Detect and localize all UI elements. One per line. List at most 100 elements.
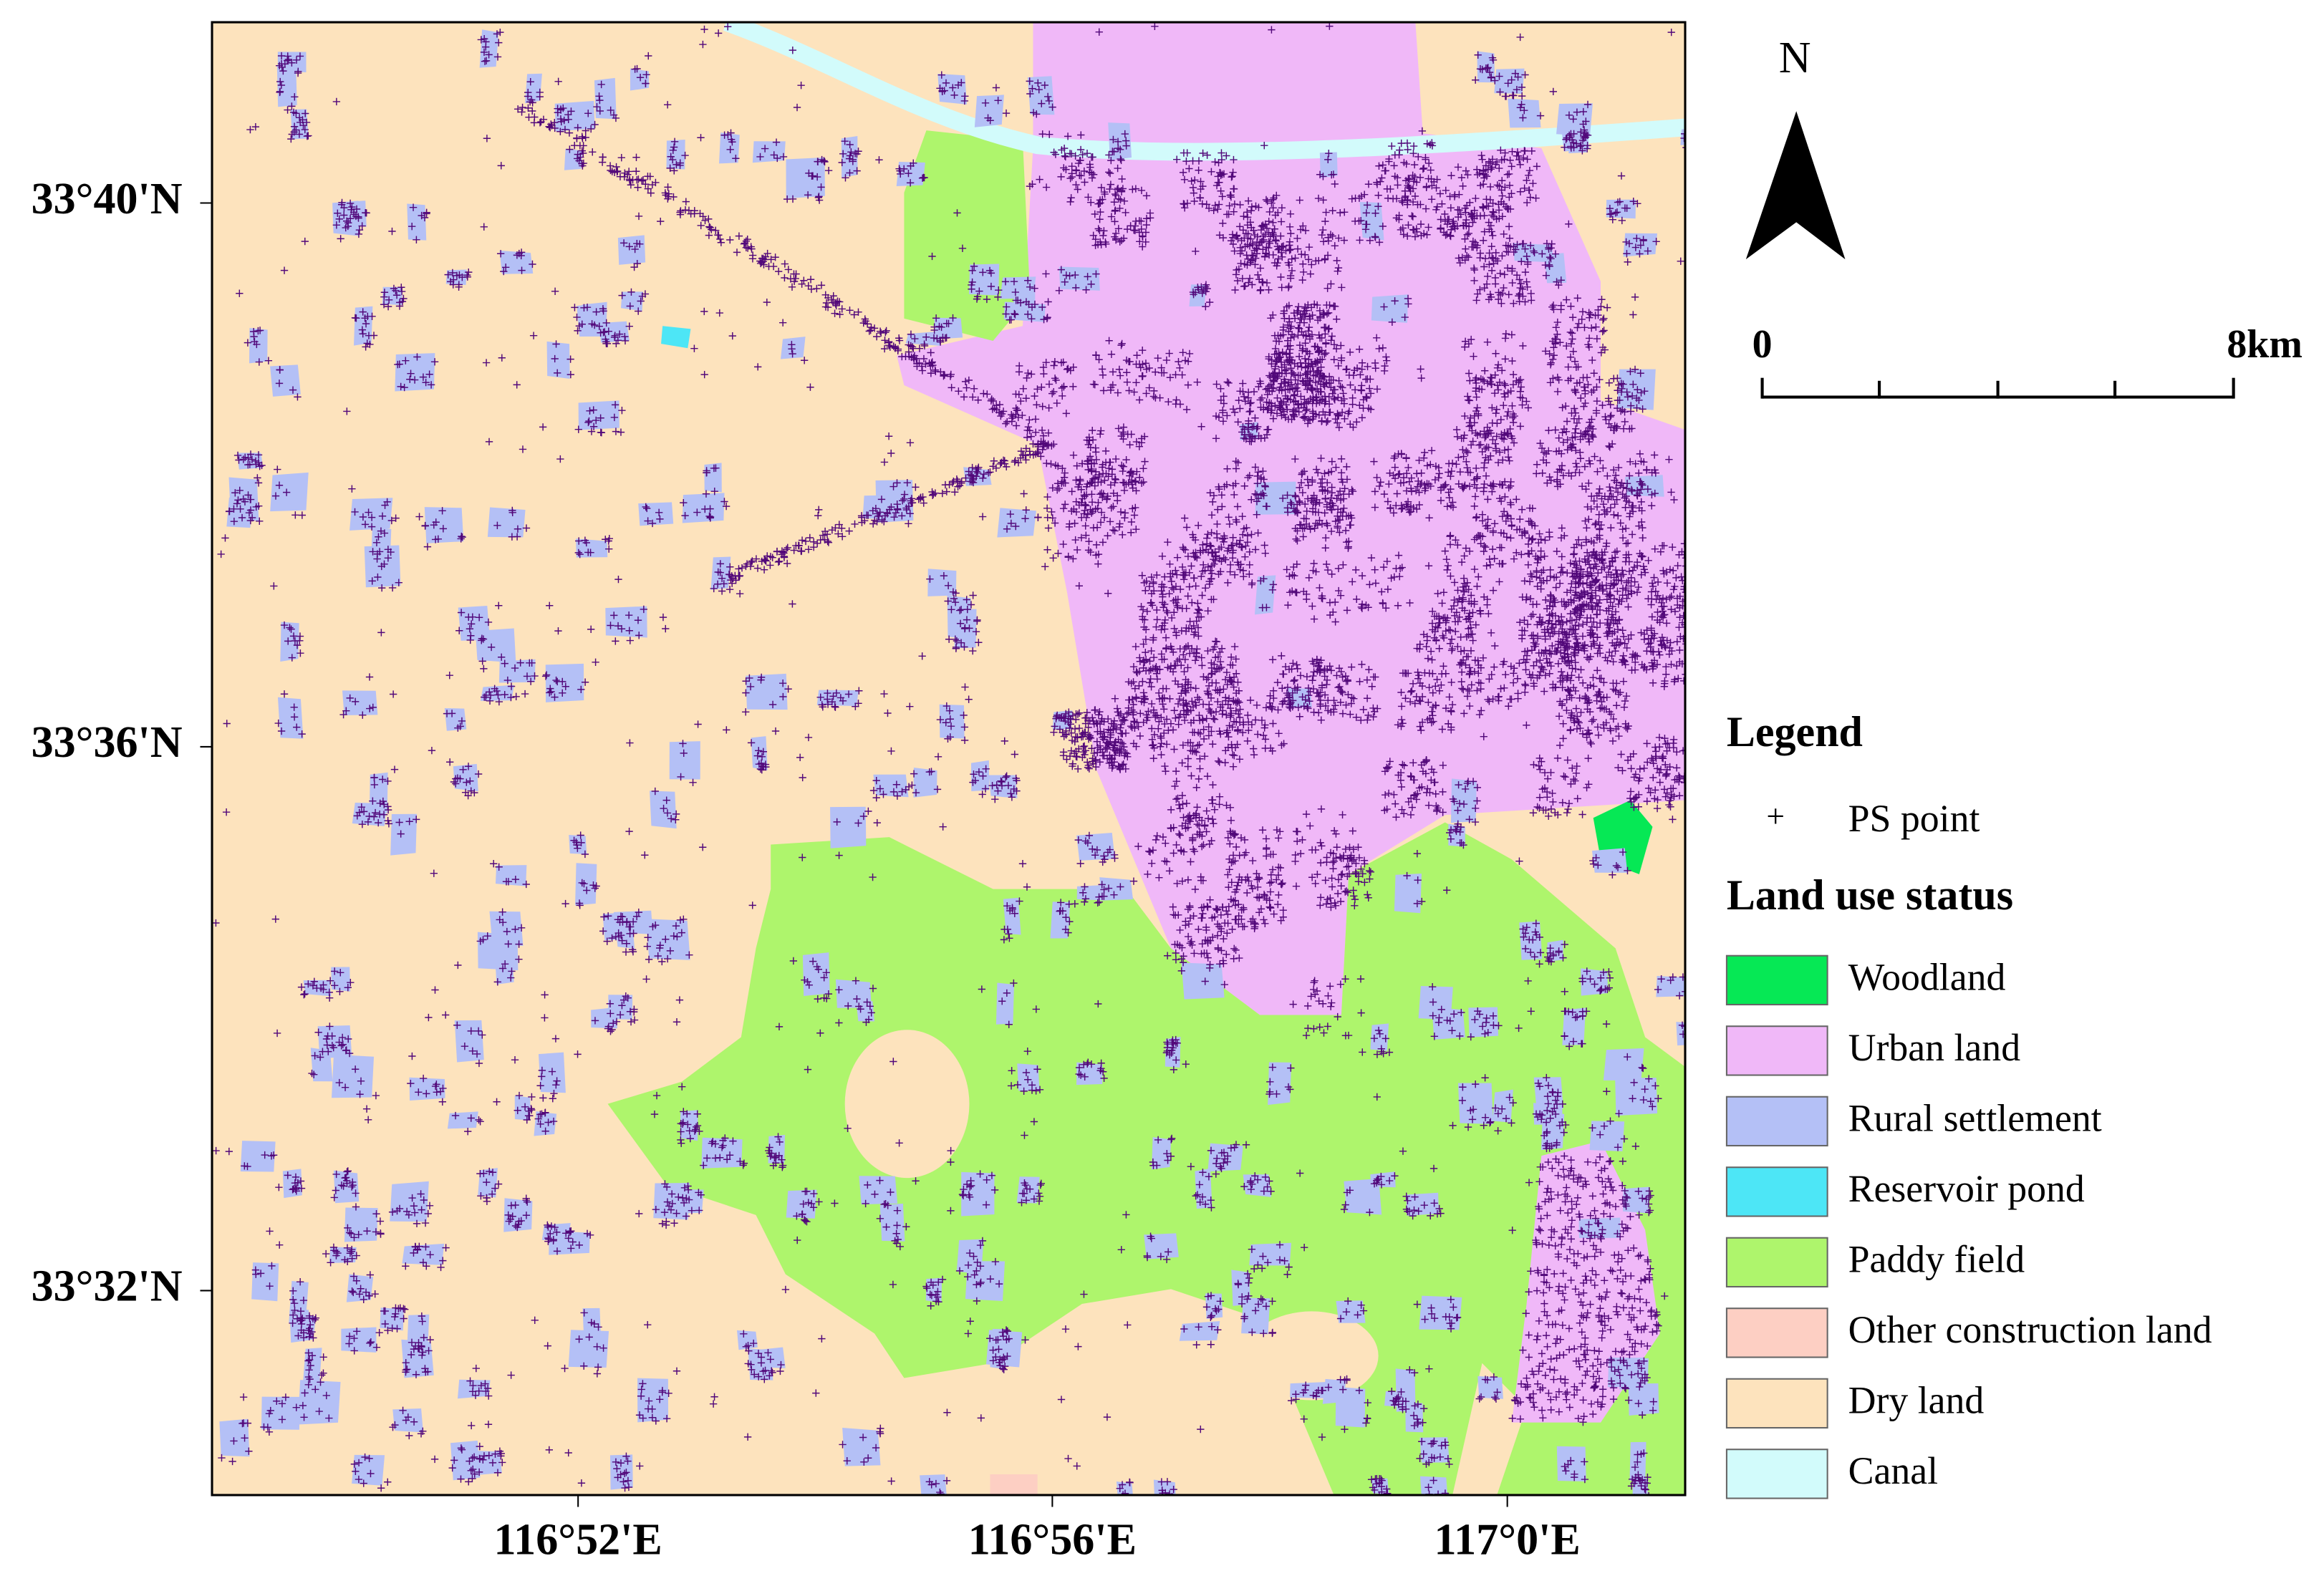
rural-settlement <box>873 774 909 798</box>
north-label: N <box>1779 34 1811 82</box>
legend-swatch <box>1725 1449 1828 1499</box>
legend-label: Dry land <box>1848 1378 1985 1421</box>
rural-settlement <box>297 1380 341 1425</box>
north-arrow <box>1745 111 1846 260</box>
rural-settlement <box>617 235 646 265</box>
rural-settlement <box>458 605 491 641</box>
rural-settlement <box>1268 1062 1292 1106</box>
rural-settlement <box>927 569 957 596</box>
rural-settlement <box>710 556 731 590</box>
rural-settlement <box>1076 832 1115 861</box>
rural-settlement <box>395 353 435 392</box>
legend-label: Canal <box>1848 1449 1938 1492</box>
scale-end: 8km <box>2227 322 2303 367</box>
rural-settlement <box>1231 1270 1251 1306</box>
rural-settlement <box>934 317 963 339</box>
legend-swatch <box>1725 1096 1828 1147</box>
rural-settlement <box>1241 1297 1271 1335</box>
lon-label: 116°52'E <box>494 1516 662 1565</box>
lat-label: 33°40'N <box>32 175 183 223</box>
rural-settlement <box>332 1054 375 1098</box>
rural-settlement <box>1556 1446 1586 1482</box>
rural-settlement <box>495 865 527 886</box>
legend-title: Legend <box>1727 708 1863 755</box>
rural-settlement <box>514 1095 531 1121</box>
map-frame <box>211 21 1687 1497</box>
rural-settlement <box>704 463 722 493</box>
rural-settlement <box>424 507 464 543</box>
rural-settlement <box>344 1207 378 1242</box>
rural-settlement <box>276 64 297 107</box>
rural-settlement <box>270 364 301 397</box>
rural-settlement <box>546 341 570 379</box>
scale-bar <box>1760 377 2235 399</box>
lat-label: 33°32'N <box>32 1262 183 1311</box>
reservoir-pond <box>661 326 691 349</box>
paddy-field <box>607 822 1685 1495</box>
rural-settlement <box>407 203 427 241</box>
rural-settlement <box>402 1243 445 1265</box>
rural-settlement <box>303 1348 322 1386</box>
rural-settlement <box>669 741 700 780</box>
rural-settlement <box>454 1020 484 1063</box>
rural-settlement <box>1628 1383 1659 1416</box>
rural-settlement <box>995 982 1015 1025</box>
rural-settlement <box>407 1314 430 1353</box>
rural-settlement <box>802 952 830 996</box>
rural-settlement <box>657 926 676 947</box>
rural-settlement <box>859 1176 898 1205</box>
rural-settlement <box>602 912 632 941</box>
rural-settlement <box>842 1427 881 1466</box>
legend-label: Other construction land <box>1848 1308 2212 1351</box>
legend-subtitle: Land use status <box>1727 871 2013 919</box>
rural-settlement <box>1578 1217 1621 1239</box>
ps-points <box>212 22 1685 1495</box>
rural-settlement <box>988 775 1018 798</box>
rural-settlement <box>879 1203 905 1242</box>
rural-settlement <box>1099 877 1134 901</box>
rural-settlement <box>1457 1083 1493 1124</box>
legend-swatch <box>1725 1166 1828 1217</box>
rural-settlement <box>680 1110 698 1141</box>
rural-settlement <box>682 493 725 523</box>
rural-settlement <box>752 141 786 163</box>
rural-settlement <box>447 1111 478 1129</box>
rural-settlement <box>251 1262 279 1302</box>
legend-label: Rural settlement <box>1848 1096 2102 1139</box>
rural-settlement <box>719 132 740 164</box>
rural-settlement <box>638 502 674 526</box>
rural-settlement <box>382 286 402 306</box>
rural-settlement <box>969 264 1000 296</box>
legend-label: Paddy field <box>1848 1237 2025 1280</box>
rural-settlement <box>997 508 1036 538</box>
rural-settlement <box>1589 1121 1625 1151</box>
rural-settlement <box>1603 1048 1644 1080</box>
legend-label: Woodland <box>1848 955 2006 998</box>
rural-settlement <box>342 690 378 715</box>
rural-settlement <box>226 497 253 528</box>
legend-label: Reservoir pond <box>1848 1167 2085 1210</box>
rural-settlement <box>1000 276 1036 299</box>
legend-swatch <box>1725 954 1828 1006</box>
rural-settlement <box>1144 1233 1179 1260</box>
legend-swatch <box>1725 1307 1828 1358</box>
rural-settlement <box>1151 1137 1172 1170</box>
rural-settlement <box>835 979 872 1008</box>
scale-start: 0 <box>1752 322 1773 367</box>
rural-settlement <box>549 1231 590 1255</box>
rural-settlement <box>240 1141 276 1172</box>
rural-settlement <box>751 736 768 770</box>
legend-point-symbol: + <box>1766 798 1785 834</box>
rural-settlement <box>1195 1168 1212 1209</box>
rural-settlement <box>219 1418 250 1457</box>
rural-settlement <box>534 1111 557 1136</box>
lon-label: 116°56'E <box>968 1516 1137 1565</box>
rural-settlement <box>780 337 806 359</box>
rural-settlement <box>545 663 584 702</box>
rural-settlement <box>1615 1078 1658 1116</box>
rural-settlement <box>737 1330 758 1350</box>
other-construction-land <box>990 1474 1038 1495</box>
rural-settlement <box>653 1183 690 1220</box>
rural-settlement <box>390 813 418 856</box>
lon-label: 117°0'E <box>1435 1516 1581 1565</box>
